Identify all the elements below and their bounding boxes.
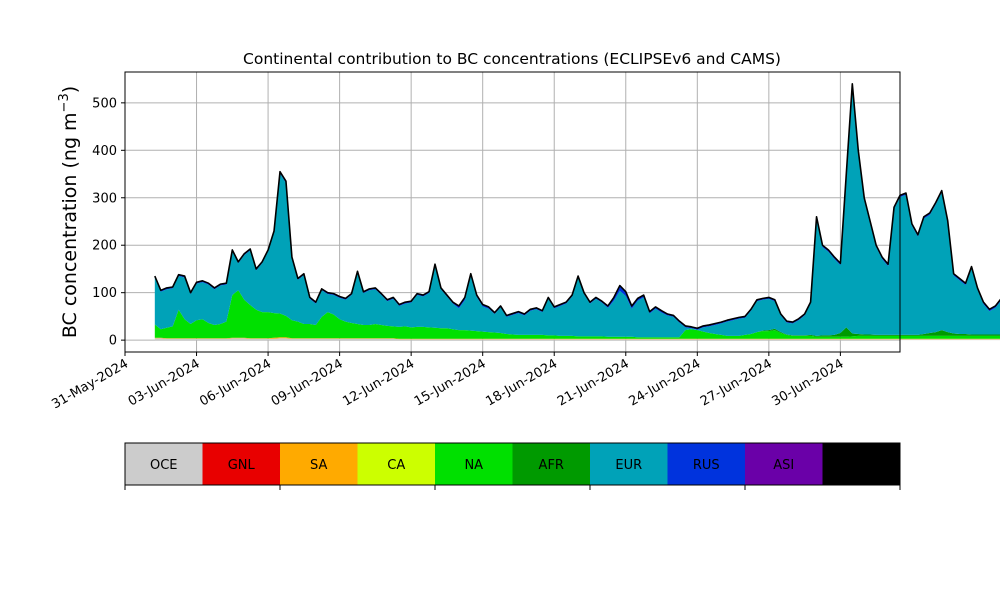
legend-label-sa: SA (310, 458, 327, 473)
x-tick-label: 24-Jun-2024 (626, 356, 703, 409)
area-eur (154, 86, 1000, 338)
y-axis-label-main: BC concentration (ng m (59, 112, 81, 338)
legend-swatch-sa (280, 443, 358, 485)
y-tick-label: 300 (92, 191, 117, 206)
x-tick-label: 27-Jun-2024 (698, 356, 775, 409)
legend-swatch-ca (357, 443, 436, 485)
x-tick-label: 30-Jun-2024 (770, 356, 847, 409)
legend-swatch-na (435, 443, 513, 485)
x-tick-label: 03-Jun-2024 (126, 356, 203, 409)
legend-label-rus: RUS (693, 458, 720, 473)
legend-label-asi: ASI (773, 458, 794, 473)
plot-frame (124, 71, 901, 353)
y-tick-label: 0 (109, 334, 117, 349)
y-tick-label: 400 (92, 144, 117, 159)
stacked-area-layer (154, 83, 1000, 341)
x-tick-label: 06-Jun-2024 (197, 356, 274, 409)
x-axis: 31-May-202403-Jun-202406-Jun-202409-Jun-… (49, 352, 846, 412)
x-tick-label: 31-May-2024 (49, 356, 131, 412)
y-axis-label: BC concentration (ng m−3) (57, 86, 81, 338)
legend-swatch-gnl (202, 443, 281, 485)
x-tick-label: 21-Jun-2024 (555, 356, 632, 409)
legend-label-eur: EUR (615, 458, 642, 473)
x-tick-label: 12-Jun-2024 (340, 356, 417, 409)
legend-swatch-oce (125, 443, 203, 485)
x-tick-label: 15-Jun-2024 (412, 356, 489, 409)
x-tick-label: 18-Jun-2024 (483, 356, 560, 409)
legend-swatch-aus (822, 443, 901, 485)
legend-label-ca: CA (387, 458, 405, 473)
y-axis-label-close: ) (59, 86, 81, 93)
y-tick-label: 500 (92, 96, 117, 111)
legend-swatch-eur (590, 443, 668, 485)
y-tick-label: 200 (92, 239, 117, 254)
chart-title: Continental contribution to BC concentra… (243, 50, 781, 68)
y-axis-label-superscript: −3 (57, 93, 72, 112)
legend-swatch-afr (512, 443, 591, 485)
legend-label-aus: AUS (848, 458, 875, 473)
total-outline (154, 83, 1000, 330)
legend: OCE GNL SA CA NA AFR EUR RUS ASI AUS (124, 442, 901, 490)
legend-label-gnl: GNL (228, 458, 256, 473)
y-axis: 0 100 200 300 400 500 (92, 96, 125, 349)
area-na (154, 290, 1000, 339)
legend-swatch-rus (667, 443, 746, 485)
legend-label-oce: OCE (150, 458, 178, 473)
legend-swatch-asi (745, 443, 823, 485)
area-sa (154, 337, 1000, 340)
y-tick-label: 100 (92, 286, 117, 301)
legend-label-na: NA (464, 458, 483, 473)
legend-label-afr: AFR (539, 458, 564, 473)
legend-frame (124, 442, 901, 486)
x-tick-label: 09-Jun-2024 (269, 356, 346, 409)
